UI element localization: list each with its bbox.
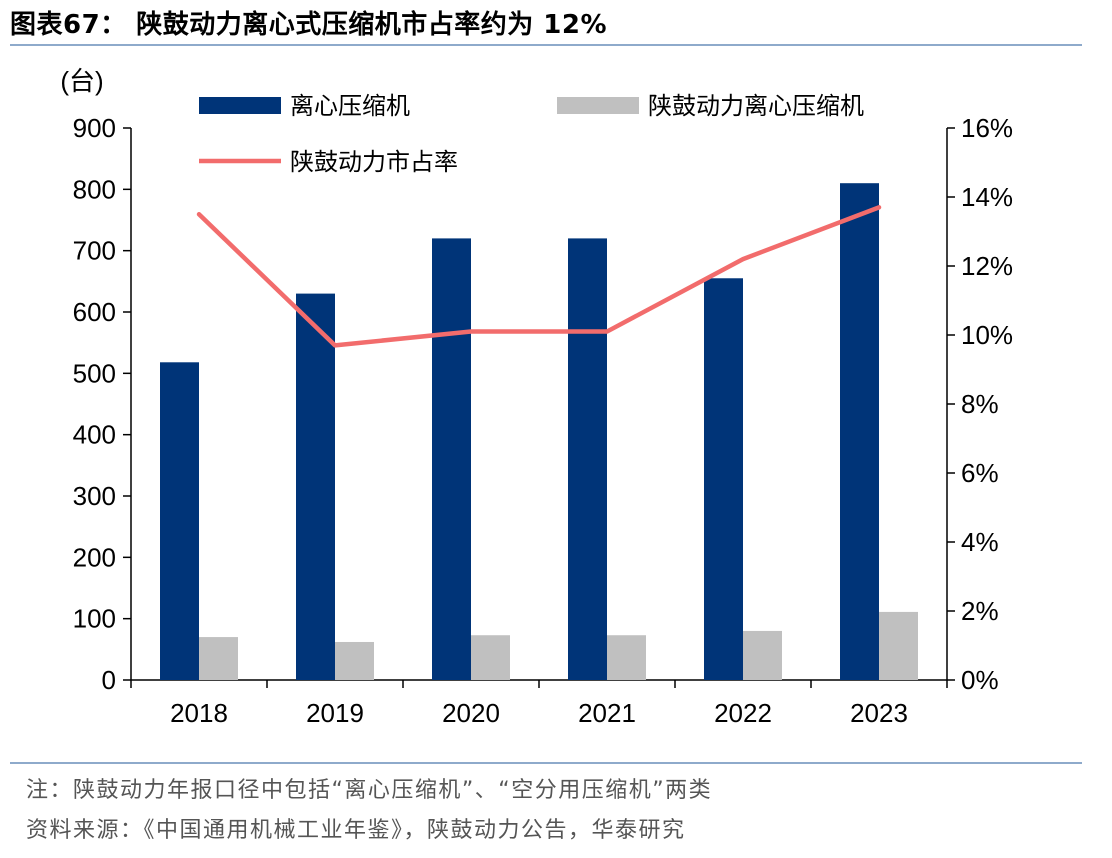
- bar-centrifugal-compressor: [840, 183, 879, 680]
- footnote: 注：陕鼓动力年报口径中包括“离心压缩机”、“空分用压缩机”两类: [26, 778, 713, 803]
- x-axis-tick-label: 2019: [306, 698, 364, 728]
- x-axis-tick-label: 2022: [714, 698, 772, 728]
- bar-centrifugal-compressor: [432, 238, 471, 680]
- source-note: 资料来源：《中国通用机械工业年鉴》，陕鼓动力公告，华泰研究: [26, 818, 686, 843]
- x-axis-tick-label: 2018: [170, 698, 228, 728]
- x-axis-tick-label: 2023: [850, 698, 908, 728]
- right-axis-tick-label: 6%: [961, 458, 999, 488]
- bar-centrifugal-compressor: [296, 293, 335, 680]
- legend-swatch-centrifugal-compressor: [199, 97, 281, 114]
- left-axis-unit-label: (台): [60, 66, 103, 96]
- market-share-line: [196, 205, 882, 348]
- left-axis-tick-label: 700: [73, 236, 116, 266]
- chart-title: 图表67： 陕鼓动力离心式压缩机市占率约为 12%: [10, 10, 608, 40]
- right-axis-tick-label: 4%: [961, 527, 999, 557]
- right-axis-tick-label: 16%: [961, 113, 1013, 143]
- right-axis-tick-label: 8%: [961, 389, 999, 419]
- left-axis-tick-label: 800: [73, 174, 116, 204]
- right-axis-tick-label: 2%: [961, 596, 999, 626]
- bar-centrifugal-compressor: [704, 278, 743, 680]
- bar-shaangu-centrifugal-compressor: [199, 637, 238, 680]
- chart-line: [196, 205, 882, 348]
- bar-shaangu-centrifugal-compressor: [471, 635, 510, 680]
- legend-label-shaangu-centrifugal-compressor: 陕鼓动力离心压缩机: [648, 92, 864, 120]
- bar-shaangu-centrifugal-compressor: [607, 635, 646, 680]
- right-axis-tick-label: 0%: [961, 665, 999, 695]
- legend-label-centrifugal-compressor: 离心压缩机: [290, 92, 410, 120]
- legend-label-market-share: 陕鼓动力市占率: [290, 148, 458, 176]
- left-axis-tick-label: 500: [73, 358, 116, 388]
- left-axis-tick-label: 0: [102, 665, 116, 695]
- right-axis-tick-label: 14%: [961, 182, 1013, 212]
- bar-centrifugal-compressor: [568, 238, 607, 680]
- chart-axes: 0 100 200 300 400 500 600 700 800 900 (台) 0% 2% 4% 6% 8…: [60, 66, 1013, 728]
- legend-swatch-shaangu-centrifugal-compressor: [557, 97, 639, 114]
- left-axis-tick-label: 300: [73, 481, 116, 511]
- bar-centrifugal-compressor: [160, 362, 199, 680]
- x-axis-tick-label: 2020: [442, 698, 500, 728]
- x-axis-tick-label: 2021: [578, 698, 636, 728]
- bar-shaangu-centrifugal-compressor: [879, 611, 918, 680]
- title-divider: [10, 44, 1082, 46]
- bar-shaangu-centrifugal-compressor: [743, 630, 782, 680]
- footer-divider: [10, 762, 1082, 764]
- chart-canvas: 0 100 200 300 400 500 600 700 800 900 (台) 0% 2% 4% 6% 8…: [60, 66, 1013, 728]
- right-axis-tick-label: 12%: [961, 251, 1013, 281]
- left-axis-tick-label: 900: [73, 113, 116, 143]
- right-axis-tick-label: 10%: [961, 320, 1013, 350]
- left-axis-tick-label: 600: [73, 297, 116, 327]
- left-axis-tick-label: 200: [73, 542, 116, 572]
- left-axis-tick-label: 100: [73, 604, 116, 634]
- bar-shaangu-centrifugal-compressor: [335, 641, 374, 680]
- chart-bars: [160, 183, 918, 680]
- left-axis-tick-label: 400: [73, 420, 116, 450]
